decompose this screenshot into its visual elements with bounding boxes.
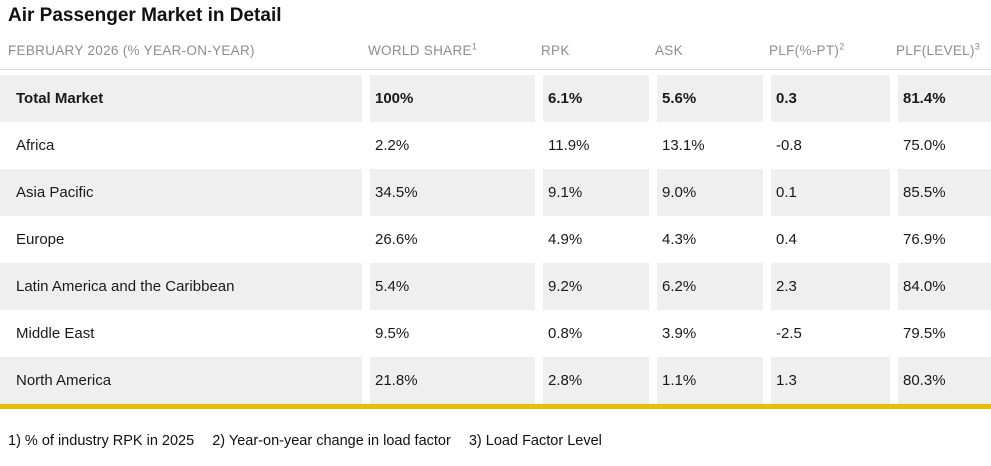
air-passenger-market-table: Air Passenger Market in Detail FEBRUARY … bbox=[0, 4, 991, 449]
cell-ask: 13.1% bbox=[649, 122, 763, 169]
cell-region: Latin America and the Caribbean bbox=[0, 263, 362, 310]
cell-rpk: 9.2% bbox=[535, 263, 649, 310]
cell-rpk: 0.8% bbox=[535, 310, 649, 357]
cell-region: Middle East bbox=[0, 310, 362, 357]
column-header-label: FEBRUARY 2026 (% YEAR-ON-YEAR) bbox=[8, 43, 255, 58]
cell-rpk: 9.1% bbox=[535, 169, 649, 216]
cell-plf-level: 79.5% bbox=[890, 310, 991, 357]
column-header-rpk: RPK bbox=[535, 43, 649, 58]
cell-rpk: 4.9% bbox=[535, 216, 649, 263]
cell-plf-level: 80.3% bbox=[890, 357, 991, 404]
cell-region: Total Market bbox=[0, 75, 362, 122]
cell-ask: 1.1% bbox=[649, 357, 763, 404]
column-header-world-share: WORLD SHARE1 bbox=[362, 41, 535, 58]
column-header-period: FEBRUARY 2026 (% YEAR-ON-YEAR) bbox=[0, 43, 362, 58]
footnote-3: 3) Load Factor Level bbox=[468, 433, 602, 449]
cell-plf-level: 85.5% bbox=[890, 169, 991, 216]
column-header-ask: ASK bbox=[649, 43, 763, 58]
cell-ask: 4.3% bbox=[649, 216, 763, 263]
cell-plf-pt: 0.1 bbox=[763, 169, 890, 216]
cell-region: Asia Pacific bbox=[0, 169, 362, 216]
column-header-label: ASK bbox=[655, 43, 683, 58]
column-header-label: PLF(LEVEL) bbox=[896, 43, 975, 58]
cell-plf-level: 81.4% bbox=[890, 75, 991, 122]
header-divider bbox=[0, 69, 991, 70]
footnote-marker: 1 bbox=[471, 41, 478, 52]
table-row: North America 21.8% 2.8% 1.1% 1.3 80.3% bbox=[0, 357, 991, 404]
cell-plf-pt: -2.5 bbox=[763, 310, 890, 357]
cell-world-share: 21.8% bbox=[362, 357, 535, 404]
cell-plf-pt: 0.4 bbox=[763, 216, 890, 263]
cell-plf-pt: 0.3 bbox=[763, 75, 890, 122]
footnote-marker: 2 bbox=[839, 41, 845, 52]
cell-ask: 6.2% bbox=[649, 263, 763, 310]
column-header-label: PLF(%-PT) bbox=[769, 43, 840, 58]
cell-rpk: 6.1% bbox=[535, 75, 649, 122]
footnote-1: 1) % of industry RPK in 2025 bbox=[8, 433, 195, 449]
cell-plf-pt: 2.3 bbox=[763, 263, 890, 310]
cell-world-share: 100% bbox=[362, 75, 535, 122]
page-title: Air Passenger Market in Detail bbox=[8, 5, 282, 26]
cell-ask: 5.6% bbox=[649, 75, 763, 122]
table-row: Africa 2.2% 11.9% 13.1% -0.8 75.0% bbox=[0, 122, 991, 169]
table-row: Latin America and the Caribbean 5.4% 9.2… bbox=[0, 263, 991, 310]
column-header-label: WORLD SHARE bbox=[368, 43, 472, 58]
cell-plf-level: 75.0% bbox=[890, 122, 991, 169]
footnotes: 1) % of industry RPK in 2025 2) Year-on-… bbox=[8, 433, 991, 449]
accent-bar bbox=[0, 404, 991, 409]
table-row: Total Market 100% 6.1% 5.6% 0.3 81.4% bbox=[0, 75, 991, 122]
cell-world-share: 26.6% bbox=[362, 216, 535, 263]
column-header-plf-pt: PLF(%-PT)2 bbox=[763, 41, 890, 58]
cell-world-share: 34.5% bbox=[362, 169, 535, 216]
cell-world-share: 9.5% bbox=[362, 310, 535, 357]
column-header-label: RPK bbox=[541, 43, 570, 58]
cell-rpk: 11.9% bbox=[535, 122, 649, 169]
cell-plf-level: 76.9% bbox=[890, 216, 991, 263]
cell-plf-level: 84.0% bbox=[890, 263, 991, 310]
cell-region: Africa bbox=[0, 122, 362, 169]
footnote-marker: 3 bbox=[974, 41, 981, 52]
cell-ask: 3.9% bbox=[649, 310, 763, 357]
cell-world-share: 5.4% bbox=[362, 263, 535, 310]
table-row: Middle East 9.5% 0.8% 3.9% -2.5 79.5% bbox=[0, 310, 991, 357]
table-row: Europe 26.6% 4.9% 4.3% 0.4 76.9% bbox=[0, 216, 991, 263]
table-body: Total Market 100% 6.1% 5.6% 0.3 81.4% Af… bbox=[0, 75, 991, 404]
table-row: Asia Pacific 34.5% 9.1% 9.0% 0.1 85.5% bbox=[0, 169, 991, 216]
cell-plf-pt: -0.8 bbox=[763, 122, 890, 169]
cell-world-share: 2.2% bbox=[362, 122, 535, 169]
cell-rpk: 2.8% bbox=[535, 357, 649, 404]
cell-region: Europe bbox=[0, 216, 362, 263]
cell-region: North America bbox=[0, 357, 362, 404]
table-header-row: FEBRUARY 2026 (% YEAR-ON-YEAR) WORLD SHA… bbox=[0, 28, 991, 69]
column-header-plf-level: PLF(LEVEL)3 bbox=[890, 41, 991, 58]
footnote-2: 2) Year-on-year change in load factor bbox=[212, 433, 451, 449]
cell-plf-pt: 1.3 bbox=[763, 357, 890, 404]
cell-ask: 9.0% bbox=[649, 169, 763, 216]
